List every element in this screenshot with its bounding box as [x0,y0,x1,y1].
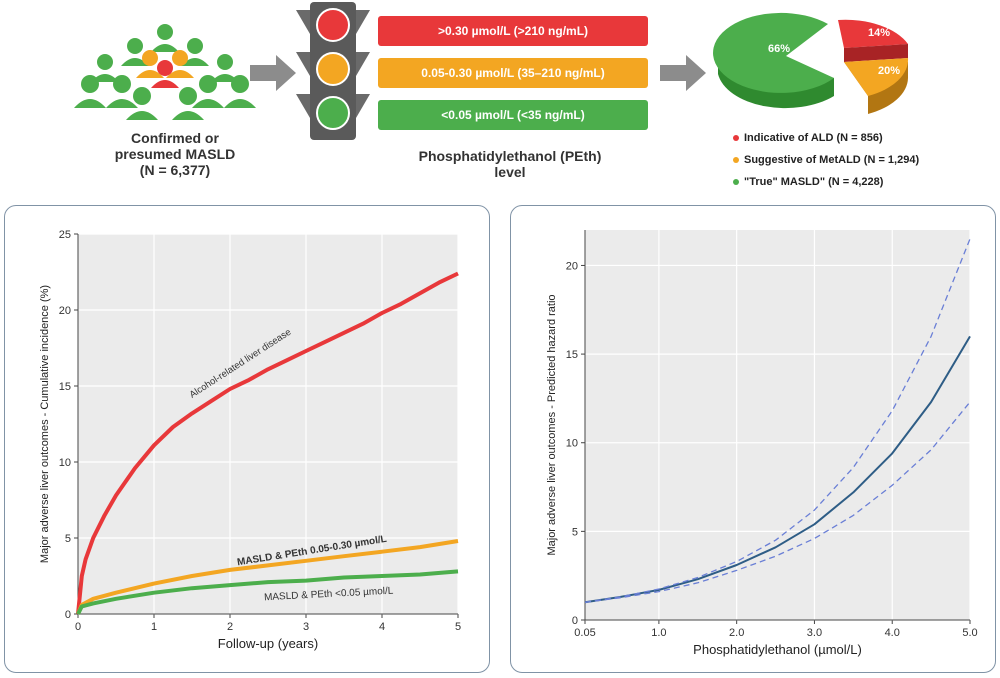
y-tick-label: 10 [566,438,578,450]
pie-label-green: 66% [768,43,790,55]
cohort-line-1: Confirmed or [131,130,219,146]
x-tick-label: 4 [379,621,385,633]
pie-legend-ald-text: Indicative of ALD (N = 856) [744,132,883,144]
y-tick-label: 15 [566,349,578,361]
legend-dot-orange-icon [733,157,739,164]
plot-area [585,230,970,620]
y-axis-label: Major adverse liver outcomes - Cumulativ… [39,285,51,563]
arrow-right-icon [660,55,706,91]
cohort-line-3: (N = 6,377) [139,162,211,178]
peth-level-caption: Phosphatidylethanol (PEth) level [375,148,645,180]
x-tick-label: 3.0 [807,627,822,639]
series-line [76,539,459,615]
traffic-light-icon [296,2,370,140]
peth-level-high: >0.30 µmol/L (>210 ng/mL) [378,16,648,46]
x-axis-label: Phosphatidylethanol (µmol/L) [693,642,862,657]
arrow-right-icon [250,55,296,91]
pie-slice-orange [844,58,909,96]
peth-caption-line-2: level [494,164,526,180]
x-tick-label: 4.0 [885,627,900,639]
pie-chart: 66% 14% 20% [713,12,909,114]
pie-legend-metald: Suggestive of MetALD (N = 1,294) [733,154,919,166]
series-line [584,238,971,603]
y-axis-label: Major adverse liver outcomes - Predicted… [546,294,558,555]
pie-legend-masld: "True" MASLD" (N = 4,228) [733,176,883,188]
hazard-ratio-chart: 0.05 1.0 2.0 3.0 4.0 5.0 0 5 10 15 20 Phosphatidyle… [546,230,978,657]
x-axis-label: Follow-up (years) [218,636,318,651]
legend-dot-red-icon [733,135,739,142]
peth-level-low: <0.05 µmol/L (<35 ng/mL) [378,100,648,130]
y-tick-label: 0 [572,615,578,627]
y-tick-label: 15 [59,381,71,393]
legend-dot-green-icon [733,179,739,186]
y-tick-label: 5 [65,533,71,545]
cohort-line-2: presumed MASLD [114,146,236,162]
pie-label-red: 14% [868,27,890,39]
x-tick-label: 5.0 [962,627,977,639]
pie-slice-red [838,19,908,48]
x-tick-label: 2.0 [729,627,744,639]
pie-legend-ald: Indicative of ALD (N = 856) [733,132,883,144]
x-tick-label: 3 [303,621,309,633]
people-icon [74,24,256,120]
cohort-label: Confirmed or presumed MASLD (N = 6,377) [80,130,270,178]
series-line [76,569,459,615]
y-tick-label: 10 [59,457,71,469]
y-tick-label: 5 [572,526,578,538]
y-tick-label: 20 [59,305,71,317]
pie-legend-metald-text: Suggestive of MetALD (N = 1,294) [744,154,920,166]
peth-caption-line-1: Phosphatidylethanol (PEth) [418,148,602,164]
y-tick-label: 25 [59,229,71,241]
y-tick-label: 0 [65,609,71,621]
series-line [76,271,459,615]
x-tick-label: 2 [227,621,233,633]
pie-label-orange: 20% [878,65,900,77]
x-tick-label: 5 [455,621,461,633]
pie-slice-green [713,12,834,93]
x-tick-label: 1.0 [651,627,666,639]
y-tick-label: 20 [566,260,578,272]
series-line [584,401,971,603]
x-tick-label: 1 [151,621,157,633]
x-tick-label: 0.05 [574,627,595,639]
pie-legend-masld-text: "True" MASLD" (N = 4,228) [744,176,884,188]
x-tick-label: 0 [75,621,81,633]
incidence-chart: 0 1 2 3 4 5 0 5 10 15 20 25 Follow-up (years) Major a… [39,229,461,651]
peth-level-mid: 0.05-0.30 µmol/L (35–210 ng/mL) [378,58,648,88]
